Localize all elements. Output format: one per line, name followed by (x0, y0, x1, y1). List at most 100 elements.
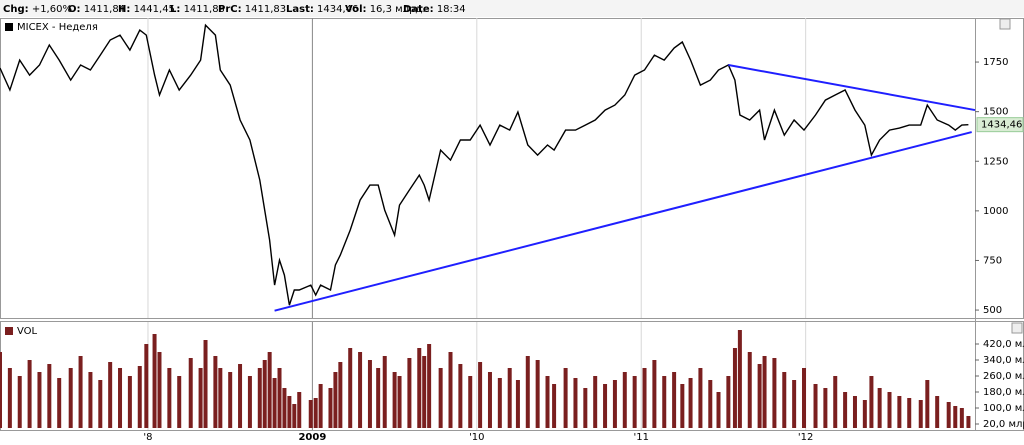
info-value: 18:34 (437, 4, 466, 15)
volume-bar (228, 372, 233, 428)
volume-bar (487, 372, 492, 428)
volume-bar (563, 368, 568, 428)
volume-bar (177, 376, 182, 428)
volume-bar (188, 358, 193, 428)
volume-bar (37, 372, 42, 428)
volume-bar (108, 362, 113, 428)
y2-tick-label: 340,0 млрд (983, 355, 1024, 366)
info-label: L: (170, 4, 180, 15)
x-tick-label: '8 (143, 432, 152, 443)
info-value: 1411,83 (184, 4, 225, 15)
volume-bar (843, 392, 848, 428)
volume-bar (328, 388, 333, 428)
volume-bar (257, 368, 262, 428)
y-tick-label: 500 (983, 305, 1002, 316)
volume-bar (367, 360, 372, 428)
volume-bar (662, 376, 667, 428)
volume-bar (407, 358, 412, 428)
info-item: Date: 18:34 (403, 4, 466, 15)
volume-bar (152, 334, 157, 428)
volume-bar (144, 344, 149, 428)
info-item: PrC: 1411,83 (218, 4, 286, 15)
volume-bar (680, 384, 685, 428)
volume-bar (422, 356, 427, 428)
volume-bar (907, 398, 912, 428)
volume-bar (292, 404, 297, 428)
volume-bar (535, 360, 540, 428)
legend-label: VOL (17, 326, 38, 337)
volume-bar (68, 368, 73, 428)
y-tick-label: 1500 (983, 107, 1008, 118)
volume-bar (118, 368, 123, 428)
volume-bar (98, 380, 103, 428)
price-panel (0, 18, 1024, 319)
trend-line (274, 131, 972, 312)
volume-bar (287, 396, 292, 428)
volume-bar (213, 356, 218, 428)
volume-bar (782, 372, 787, 428)
volume-bar (726, 376, 731, 428)
volume-bar (458, 364, 463, 428)
volume-bar (852, 396, 857, 428)
volume-bar (632, 376, 637, 428)
info-label: Last: (286, 4, 314, 15)
legend-swatch (5, 327, 13, 335)
legend-label: MICEX - Неделя (17, 22, 98, 33)
scroll-button[interactable] (999, 18, 1011, 30)
y2-tick-label: 420,0 млрд (983, 339, 1024, 350)
volume-bar (813, 384, 818, 428)
volume-bar (78, 356, 83, 428)
volume-bar (348, 348, 353, 428)
info-label: Chg: (3, 4, 29, 15)
volume-bar (959, 408, 964, 428)
volume-bar (497, 378, 502, 428)
info-label: PrC: (218, 4, 242, 15)
volume-bar (203, 340, 208, 428)
volume-bar (468, 376, 473, 428)
info-label: H: (118, 4, 130, 15)
info-label: Date: (403, 4, 434, 15)
volume-bar (308, 400, 313, 428)
info-item: Last: 1434,46 (286, 4, 358, 15)
y-tick-label: 1250 (983, 156, 1008, 167)
volume-bar (127, 376, 132, 428)
volume-bar (88, 372, 93, 428)
volume-bar (772, 358, 777, 428)
volume-bar (612, 380, 617, 428)
volume-bar (17, 376, 22, 428)
info-bar (0, 0, 1024, 17)
info-value: 1411,83 (245, 4, 286, 15)
volume-bar (953, 406, 958, 428)
volume-bar (47, 364, 52, 428)
volume-bar (218, 368, 223, 428)
volume-bar (583, 388, 588, 428)
y-tick-label: 750 (983, 255, 1002, 266)
volume-bar (573, 378, 578, 428)
volume-bar (427, 344, 432, 428)
volume-bar (198, 368, 203, 428)
volume-bar (925, 380, 930, 428)
legend-swatch (5, 23, 13, 31)
info-item: Vol: 16,3 млрд. (345, 4, 426, 15)
info-label: O: (68, 4, 81, 15)
x-tick-label: '10 (469, 432, 484, 443)
x-tick-label: 2009 (298, 432, 326, 443)
last-price-label: 1434,46 (981, 120, 1022, 131)
volume-bar (267, 352, 272, 428)
volume-bar (652, 360, 657, 428)
volume-bar (167, 368, 172, 428)
x-tick-label: '12 (798, 432, 813, 443)
volume-bar (716, 392, 721, 428)
volume-bar (708, 380, 713, 428)
info-value: 1411,84 (84, 4, 125, 15)
info-value: 16,3 млрд. (370, 4, 426, 15)
trend-line (728, 64, 976, 112)
volume-bar (272, 378, 277, 428)
volume-bar (417, 348, 422, 428)
volume-bar (642, 368, 647, 428)
volume-bar (737, 330, 742, 428)
volume-bar (593, 376, 598, 428)
volume-bar (262, 360, 267, 428)
y2-tick-label: 20,0 млрд (983, 419, 1024, 430)
scroll-button[interactable] (1011, 322, 1023, 334)
